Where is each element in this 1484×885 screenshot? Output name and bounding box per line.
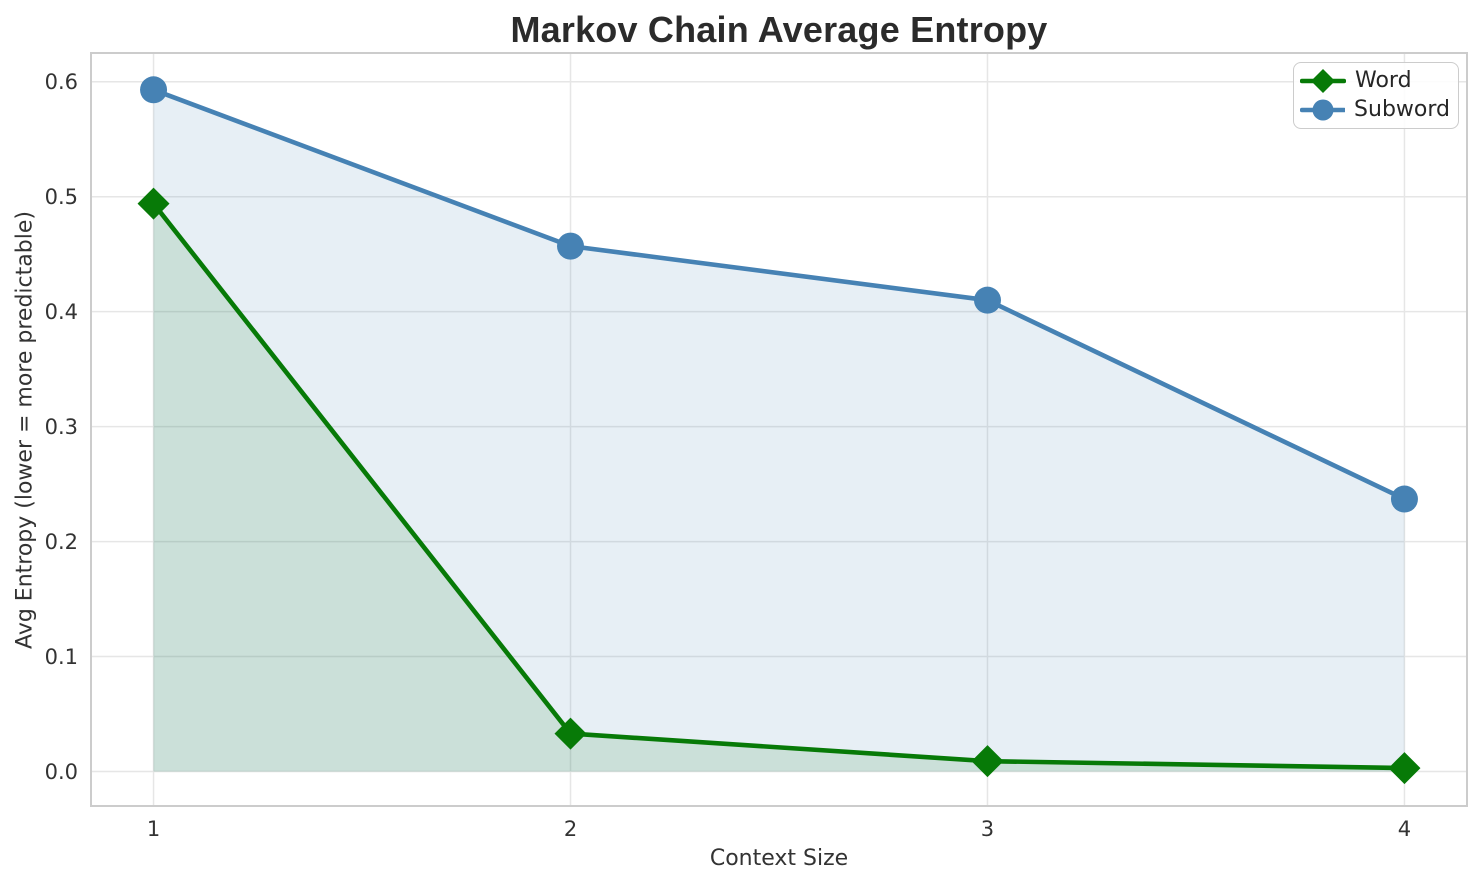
x-axis-label: Context Size — [709, 846, 849, 871]
y-tick-label: 0.2 — [45, 530, 78, 554]
data-point-subword-1 — [140, 76, 168, 104]
y-tick-label: 0.4 — [45, 300, 78, 324]
series-line-subword — [151, 87, 1407, 502]
y-axis-label: Avg Entropy (lower = more predictable) — [12, 211, 38, 649]
y-tick-label: 0.5 — [45, 185, 78, 209]
legend-item-word: Word — [1300, 67, 1450, 95]
y-tick-label: 0.1 — [45, 645, 78, 669]
legend-label: Subword — [1354, 96, 1450, 122]
diamond-marker-icon — [1300, 69, 1346, 94]
x-tick-label: 2 — [564, 817, 577, 841]
y-tick-label: 0.3 — [45, 415, 78, 439]
area-fill-subword — [153, 89, 1405, 772]
data-point-word-2 — [554, 717, 587, 750]
data-point-subword-3 — [973, 286, 1001, 314]
data-point-subword-2 — [557, 232, 585, 260]
plot-border — [90, 52, 1468, 807]
circle-marker-icon — [1300, 99, 1346, 121]
legend-box: Word Subword — [1293, 62, 1459, 129]
x-tick-label: 4 — [1398, 817, 1411, 841]
legend-sample-marker — [1312, 99, 1334, 121]
data-point-subword-4 — [1390, 485, 1418, 513]
x-tick-label: 3 — [981, 817, 994, 841]
data-point-word-3 — [971, 745, 1004, 778]
data-point-word-1 — [137, 187, 170, 220]
area-fill-word — [153, 203, 1405, 772]
y-tick-label: 0.0 — [45, 760, 78, 784]
x-tick-label: 1 — [147, 817, 160, 841]
legend-label: Word — [1355, 68, 1412, 94]
legend-item-subword: Subword — [1300, 96, 1450, 124]
chart-title: Markov Chain Average Entropy — [510, 9, 1048, 50]
y-tick-label: 0.6 — [45, 70, 78, 94]
legend-sample-marker — [1311, 69, 1335, 94]
series-line-word — [151, 201, 1407, 771]
data-point-word-4 — [1388, 752, 1421, 785]
